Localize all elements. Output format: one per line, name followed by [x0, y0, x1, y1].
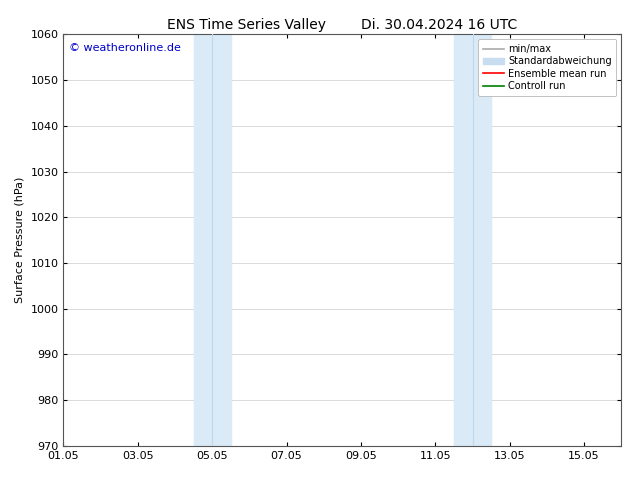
Bar [193, 34, 231, 446]
Bar [454, 34, 491, 446]
Text: © weatheronline.de: © weatheronline.de [69, 43, 181, 52]
Legend: min/max, Standardabweichung, Ensemble mean run, Controll run: min/max, Standardabweichung, Ensemble me… [478, 39, 616, 96]
Y-axis label: Surface Pressure (hPa): Surface Pressure (hPa) [15, 177, 25, 303]
Title: ENS Time Series Valley        Di. 30.04.2024 16 UTC: ENS Time Series Valley Di. 30.04.2024 16… [167, 18, 517, 32]
